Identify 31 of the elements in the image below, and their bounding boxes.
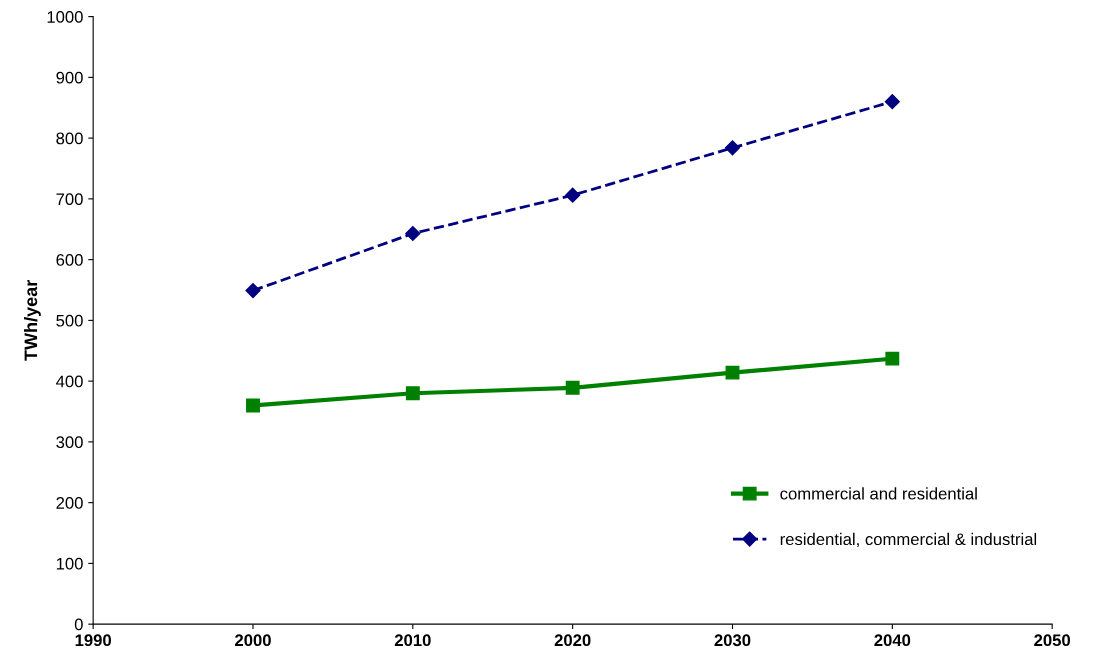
x-tick-label: 2000: [235, 634, 271, 647]
x-tick-label: 2050: [1034, 634, 1071, 647]
y-tick-label: 300: [56, 436, 83, 449]
x-tick-label: 1990: [75, 634, 112, 647]
y-tick-label: 1000: [47, 11, 83, 23]
y-tick-label: 900: [56, 71, 83, 84]
y-tick-label: 600: [56, 254, 83, 266]
x-tick-label: 2010: [394, 634, 431, 647]
legend-label: commercial and residential: [780, 487, 977, 500]
point: [565, 187, 581, 203]
y-tick-label: 0: [74, 618, 83, 631]
y-axis-title: TWh/year: [23, 280, 41, 361]
y-tick-label: 700: [56, 193, 83, 206]
point: [885, 351, 900, 366]
point: [565, 380, 580, 395]
y-tick-label: 400: [56, 375, 83, 388]
legend-label: residential, commercial & industrial: [780, 532, 1037, 548]
y-tick-label: 500: [56, 314, 83, 327]
point: [405, 386, 420, 401]
point: [884, 94, 900, 110]
point: [245, 283, 261, 299]
point: [724, 140, 741, 156]
point: [405, 225, 421, 242]
y-tick-label: 100: [56, 557, 83, 570]
point: [725, 365, 740, 380]
x-tick-label: 2040: [874, 634, 911, 647]
point: [246, 398, 260, 413]
y-tick-label: 800: [56, 132, 83, 145]
y-tick-label: 200: [56, 497, 83, 509]
x-tick-label: 2020: [554, 634, 591, 647]
x-tick-label: 2030: [714, 634, 751, 647]
